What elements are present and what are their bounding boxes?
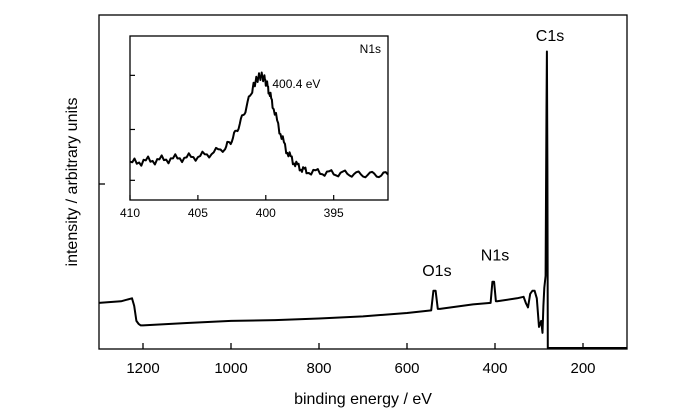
inset-x-tick-label: 400 <box>256 206 276 220</box>
inset-y-ticks <box>130 74 135 181</box>
peak-label-n1s: N1s <box>481 248 509 265</box>
inset-x-tick-label: 395 <box>324 206 344 220</box>
inset-peak-label: 400.4 eV <box>272 77 320 91</box>
inset-peak-value: 400.4 eV <box>272 77 320 91</box>
x-axis-label: binding energy / eV <box>294 391 432 408</box>
inset-x-tick-label: 410 <box>120 206 140 220</box>
main-peak-labels: C1s O1s N1s <box>422 28 564 280</box>
y-axis-label: intensity / arbitrary units <box>64 98 81 267</box>
main-x-ticks: 1200 1000 800 600 400 200 <box>126 343 596 377</box>
n1s-spectrum-line <box>129 71 389 179</box>
main-x-tick-label: 600 <box>394 360 419 377</box>
peak-label-c1s: C1s <box>536 28 564 45</box>
main-x-tick-label: 200 <box>570 360 595 377</box>
inset-title: N1s <box>360 42 381 56</box>
main-x-tick-label: 400 <box>482 360 507 377</box>
peak-label-o1s: O1s <box>422 263 451 280</box>
main-x-tick-label: 800 <box>306 360 331 377</box>
inset-x-ticks: 410 405 400 395 <box>120 195 344 220</box>
survey-spectrum-line <box>98 50 627 349</box>
main-plot-frame <box>98 14 628 350</box>
main-x-tick-label: 1200 <box>126 360 159 377</box>
main-x-tick-label: 1000 <box>214 360 247 377</box>
inset-plot-frame <box>129 35 389 201</box>
inset-x-tick-label: 405 <box>188 206 208 220</box>
